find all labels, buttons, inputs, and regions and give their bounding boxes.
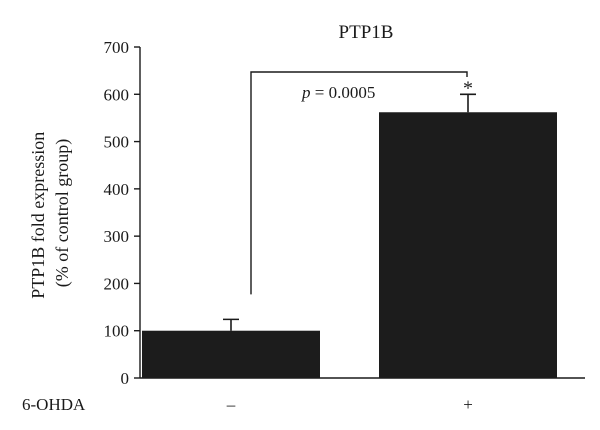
error-bar <box>223 318 239 331</box>
p-value-text: = 0.0005 <box>311 83 376 102</box>
y-axis-ticks: 0 100 200 300 400 500 600 700 <box>104 38 140 388</box>
bar <box>379 112 557 379</box>
y-tick-label: 100 <box>104 322 130 341</box>
significance-bracket <box>250 71 468 295</box>
bar <box>142 330 320 378</box>
y-tick-label: 0 <box>121 369 130 388</box>
error-bars-group <box>223 93 476 331</box>
p-value-annotation: p = 0.0005 <box>301 83 375 102</box>
y-tick-label: 200 <box>104 274 130 293</box>
x-category-label: + <box>463 395 473 414</box>
bars-group <box>142 112 557 379</box>
p-symbol: p <box>301 83 311 102</box>
y-axis-label-line1: PTP1B fold expression <box>28 132 48 299</box>
y-tick-label: 400 <box>104 180 130 199</box>
error-bar <box>460 93 476 113</box>
significance-star: * <box>463 77 473 99</box>
y-tick-label: 300 <box>104 227 130 246</box>
y-tick-label: 700 <box>104 38 130 57</box>
y-axis-label-line2: (% of control group) <box>52 139 73 287</box>
condition-label: 6-OHDA <box>22 395 86 414</box>
chart-title: PTP1B <box>339 22 394 43</box>
y-tick-label: 600 <box>104 85 130 104</box>
x-category-label: – <box>226 395 236 414</box>
x-category-labels: – + <box>226 395 473 414</box>
y-axis-label: PTP1B fold expression (% of control grou… <box>28 127 73 299</box>
y-tick-label: 500 <box>104 133 130 152</box>
